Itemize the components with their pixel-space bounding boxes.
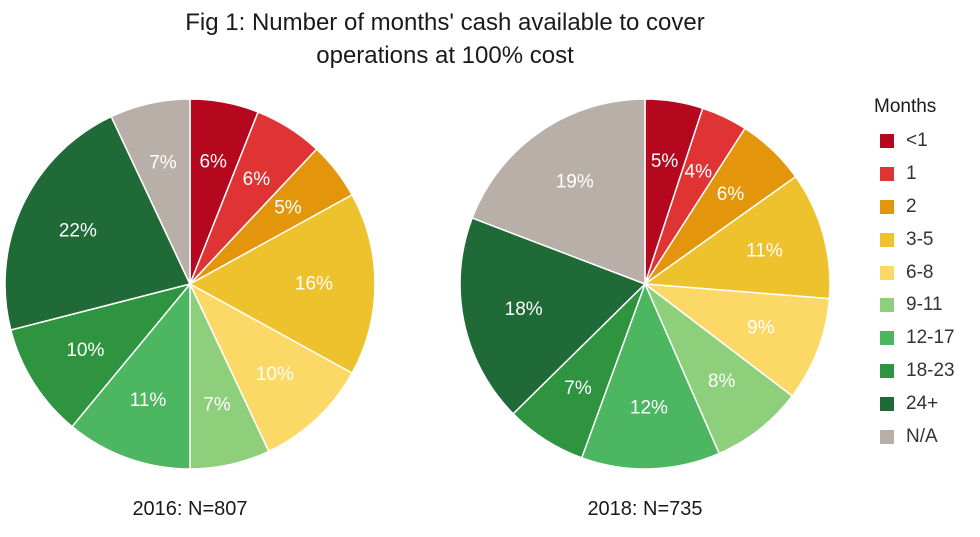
- pie-chart-2018: 5% 4%6% 11% 9% 8% 12% 7% 18% 19%: [459, 98, 831, 470]
- legend-label: N/A: [906, 425, 938, 447]
- pie-slice-label: 11%: [130, 390, 167, 411]
- legend-swatch: [880, 331, 894, 346]
- pie-slice-1217: [71, 281, 191, 470]
- pie-slice-label: 6%: [243, 169, 271, 190]
- pie-slice-NA: [110, 98, 191, 285]
- pie-slice-label: 8%: [708, 371, 736, 392]
- pie-slice-24: [4, 115, 192, 331]
- legend-swatch: [880, 265, 894, 280]
- pie-slice-label: 10%: [66, 340, 104, 361]
- legend-item: <1: [870, 125, 955, 158]
- pie-slice-label: 9%: [747, 318, 775, 339]
- legend-item: 12-17: [870, 322, 955, 355]
- pie-slice-label: 18%: [505, 299, 543, 320]
- pie-slice-label: 7%: [203, 394, 231, 415]
- pie-slice-label: 19%: [556, 171, 594, 192]
- pie-slice-label: 5%: [651, 151, 679, 172]
- pie-slice-label: 7%: [149, 153, 177, 174]
- pie-slice-label: 10%: [256, 364, 294, 385]
- pie-slice-label: 12%: [630, 397, 668, 418]
- chart-title-line-2: operations at 100% cost: [316, 42, 574, 69]
- legend-item: 3-5: [870, 223, 955, 256]
- legend-item: N/A: [870, 420, 955, 453]
- legend-swatch: [880, 429, 894, 444]
- legend-label: 9-11: [906, 294, 943, 316]
- legend: Months <1 1 2 3-5 6-8 9-11 12-17 18-23 24+ N/A: [870, 96, 955, 453]
- pie-caption-2018: 2018: N=735: [587, 498, 703, 520]
- pie-slice-68: [188, 282, 354, 453]
- legend-swatch: [880, 134, 894, 149]
- pie-slice-35: [188, 193, 376, 375]
- chart-title-line-1: Fig 1: Number of months' cash available …: [185, 9, 705, 36]
- pie-slice-label: 16%: [295, 274, 333, 295]
- legend-swatch: [880, 363, 894, 378]
- chart-title: Fig 1: Number of months' cash available …: [0, 6, 890, 72]
- pie-caption-2016: 2016: N=807: [132, 498, 248, 520]
- pie-slice-NA: [471, 98, 646, 286]
- pie-slice-label: 4%: [685, 162, 713, 183]
- legend-label: <1: [906, 130, 928, 152]
- legend-label: 6-8: [906, 261, 934, 283]
- pie-slice-label: 7%: [564, 378, 592, 399]
- pie-slice-35: [642, 175, 831, 300]
- legend-label: 1: [906, 163, 917, 185]
- legend-label: 3-5: [906, 228, 934, 250]
- legend-title: Months: [874, 96, 937, 117]
- legend-items: <1 1 2 3-5 6-8 9-11 12-17 18-23 24+ N/A: [870, 125, 955, 453]
- legend-label: 2: [906, 195, 917, 217]
- legend-swatch: [880, 298, 894, 313]
- pie-slice-1823: [9, 282, 193, 428]
- pie-chart-2016: 6%6%5%16%10%7%11%10%22%7%: [4, 98, 376, 470]
- legend-swatch: [880, 396, 894, 411]
- legend-item: 2: [870, 191, 955, 224]
- pie-slice-911: [643, 281, 794, 455]
- legend-item: 6-8: [870, 256, 955, 289]
- legend-swatch: [880, 167, 894, 182]
- legend-label: 24+: [906, 392, 939, 414]
- pie-slice-1217: [580, 281, 721, 470]
- legend-item: 9-11: [870, 289, 955, 322]
- pie-slice-label: 5%: [274, 198, 302, 219]
- legend-label: 18-23: [906, 359, 955, 381]
- legend-item: 1: [870, 158, 955, 191]
- legend-item: 18-23: [870, 355, 955, 388]
- legend-label: 12-17: [906, 327, 955, 349]
- legend-swatch: [880, 199, 894, 214]
- legend-swatch: [880, 232, 894, 247]
- pie-slice-label: 22%: [59, 221, 97, 242]
- pie-slice-label: 6%: [717, 184, 745, 205]
- pie-slice-68: [642, 283, 831, 398]
- legend-item: 24+: [870, 387, 955, 420]
- pie-slice-label: 6%: [199, 152, 227, 173]
- pie-slice-label: 11%: [746, 240, 783, 261]
